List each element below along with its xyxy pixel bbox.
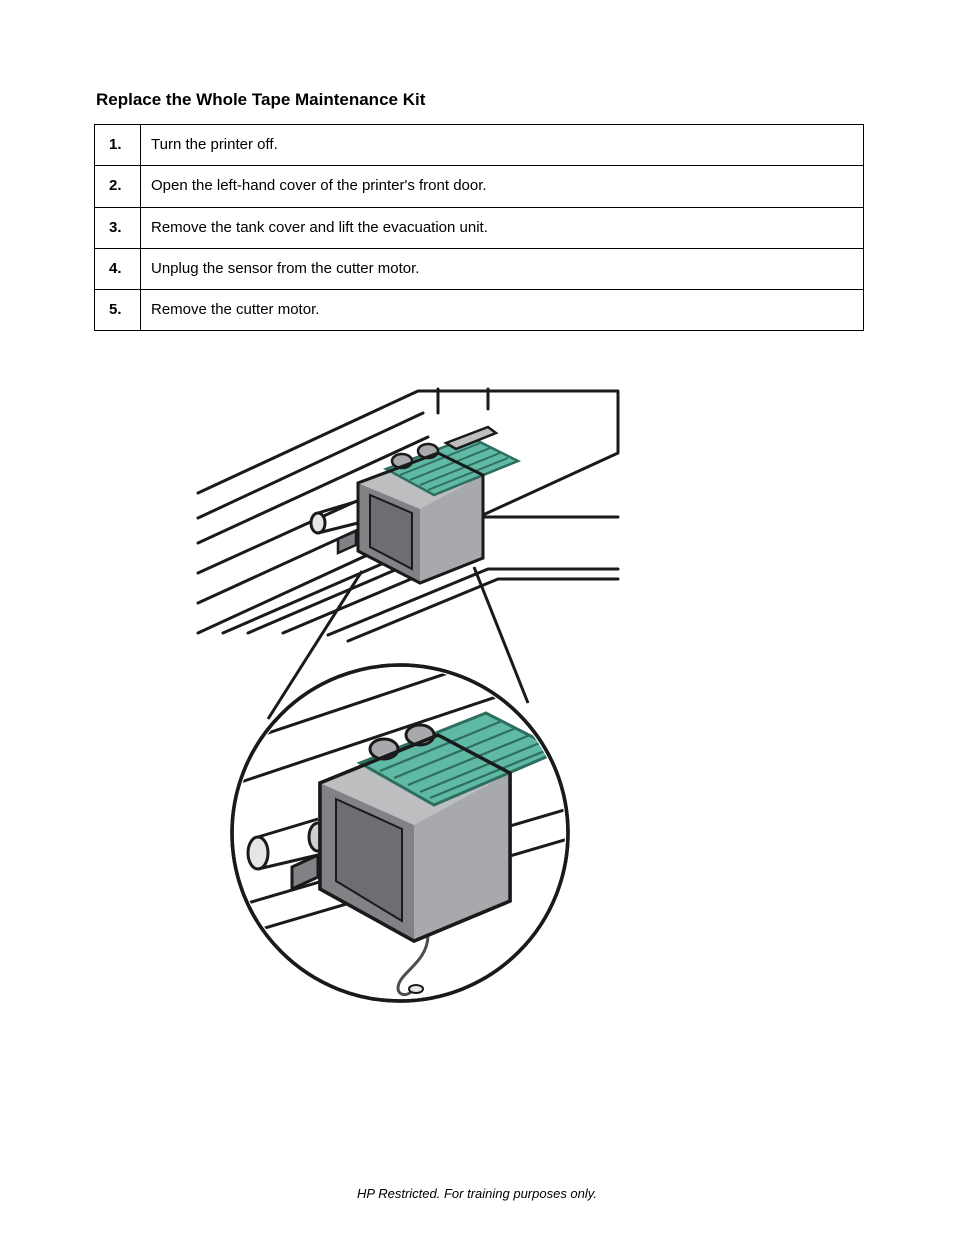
step-number: 3. — [95, 207, 141, 248]
step-text: Remove the cutter motor. — [141, 290, 864, 331]
step-number: 2. — [95, 166, 141, 207]
page-footer: HP Restricted. For training purposes onl… — [0, 1186, 954, 1201]
table-row: 1. Turn the printer off. — [95, 125, 864, 166]
step-number: 5. — [95, 290, 141, 331]
step-number: 4. — [95, 248, 141, 289]
table-row: 2. Open the left-hand cover of the print… — [95, 166, 864, 207]
cutter-motor-illustration — [188, 383, 864, 1003]
page-title: Replace the Whole Tape Maintenance Kit — [96, 90, 864, 110]
step-text: Remove the tank cover and lift the evacu… — [141, 207, 864, 248]
step-number: 1. — [95, 125, 141, 166]
table-row: 3. Remove the tank cover and lift the ev… — [95, 207, 864, 248]
step-text: Turn the printer off. — [141, 125, 864, 166]
table-row: 4. Unplug the sensor from the cutter mot… — [95, 248, 864, 289]
step-text: Unplug the sensor from the cutter motor. — [141, 248, 864, 289]
step-text: Open the left-hand cover of the printer'… — [141, 166, 864, 207]
steps-table: 1. Turn the printer off. 2. Open the lef… — [94, 124, 864, 331]
table-row: 5. Remove the cutter motor. — [95, 290, 864, 331]
